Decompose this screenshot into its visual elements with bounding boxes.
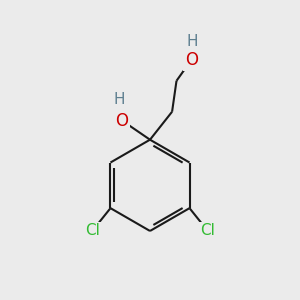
Text: Cl: Cl [200, 223, 214, 238]
Text: O: O [185, 51, 198, 69]
Text: H: H [113, 92, 125, 107]
Text: O: O [116, 112, 128, 130]
Text: Cl: Cl [85, 223, 100, 238]
Text: H: H [187, 34, 198, 49]
